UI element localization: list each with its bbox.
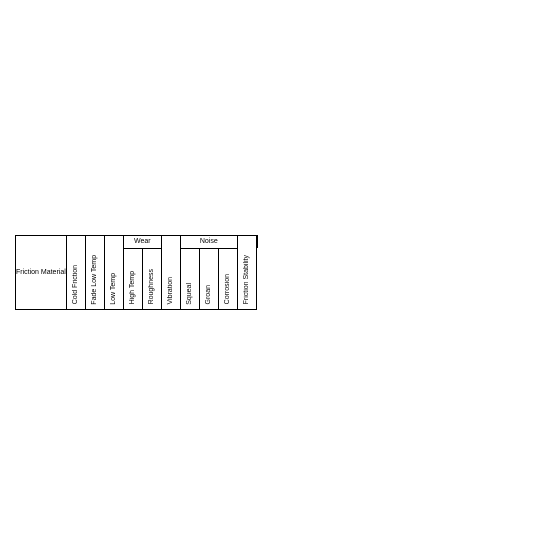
left-group-0 [66,235,85,248]
left-group-3: Wear [123,235,161,248]
left-col-2: Low Temp [104,248,123,309]
left-col-0: Cold Friction [66,248,85,309]
left-panel: Friction MaterialWearNoiseCold FrictionF… [15,235,258,316]
left-group-4 [161,235,180,248]
left-col-7: Groan [199,248,218,309]
tables-row: Friction MaterialWearNoiseCold FrictionF… [15,235,535,316]
left-rowheader-label: Friction Material [16,235,67,309]
left-col-6: Squeal [180,248,199,309]
left-col-5: Vibration [161,248,180,309]
left-group-5: Noise [180,235,237,248]
left-col-9: Friction Stability [237,248,256,309]
left-col-3: High Temp [123,248,142,309]
left-group-6 [237,235,256,248]
left-group-7 [256,235,257,248]
left-group-row: Friction MaterialWearNoise [16,235,258,248]
left-col-4: Roughness [142,248,161,309]
left-col-1: Fade Low Temp [85,248,104,309]
left-table: Friction MaterialWearNoiseCold FrictionF… [15,235,258,310]
left-group-1 [85,235,104,248]
left-col-8: Corrosion [218,248,237,309]
left-group-2 [104,235,123,248]
comparison-figure: Friction MaterialWearNoiseCold FrictionF… [15,235,535,316]
